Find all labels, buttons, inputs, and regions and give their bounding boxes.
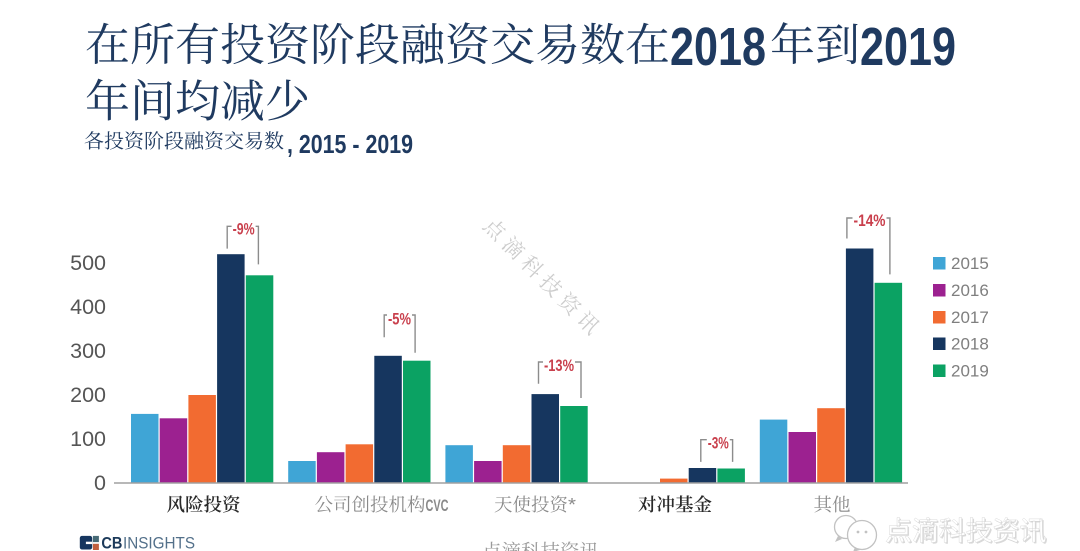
svg-text:2019: 2019 [860, 17, 956, 77]
svg-text:500: 500 [70, 251, 106, 275]
svg-text:2016: 2016 [951, 281, 989, 300]
svg-text:0: 0 [94, 471, 106, 495]
svg-text:-5%: -5% [388, 310, 411, 329]
svg-text:200: 200 [70, 383, 106, 407]
svg-text:400: 400 [70, 295, 106, 319]
svg-text:*: * [568, 495, 576, 515]
svg-text:INSIGHTS: INSIGHTS [123, 534, 195, 551]
svg-text:2017: 2017 [951, 308, 989, 327]
svg-text:100: 100 [70, 427, 106, 451]
svg-text:-9%: -9% [233, 220, 255, 239]
svg-text:300: 300 [70, 339, 106, 363]
svg-text:-13%: -13% [544, 356, 574, 375]
svg-text:CB: CB [101, 534, 122, 551]
svg-text:, 2015 - 2019: , 2015 - 2019 [287, 129, 413, 159]
svg-text:2019: 2019 [951, 362, 989, 381]
svg-text:2015: 2015 [951, 254, 989, 273]
svg-text:-3%: -3% [708, 434, 729, 453]
svg-text:2018: 2018 [670, 17, 766, 77]
svg-text:2018: 2018 [951, 335, 989, 354]
svg-text:-14%: -14% [854, 211, 886, 230]
svg-text:CVC: CVC [426, 496, 449, 515]
